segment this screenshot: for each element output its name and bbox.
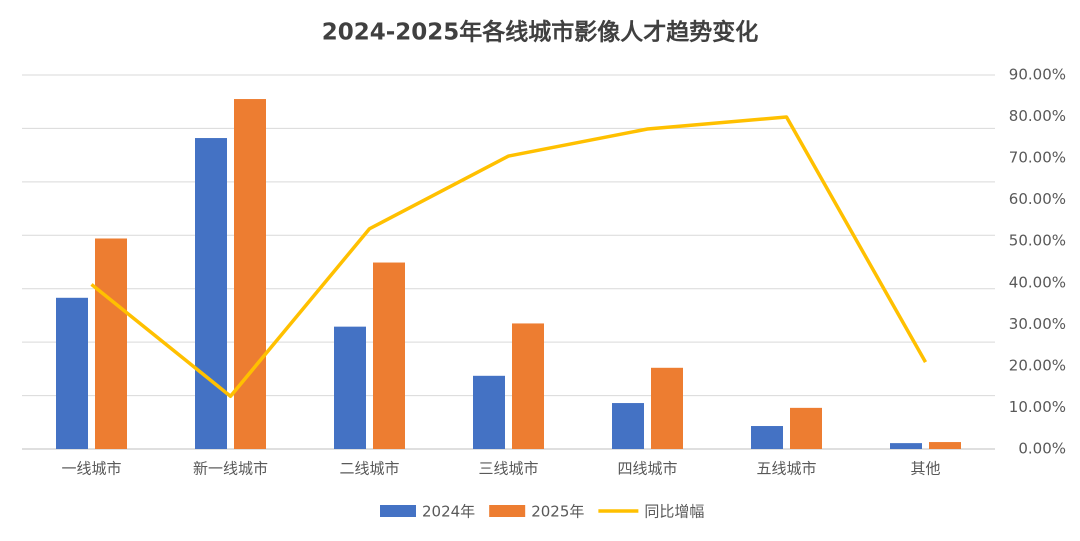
- y2-tick-label: 90.00%: [1009, 66, 1066, 84]
- bar: [473, 375, 505, 449]
- bar: [56, 297, 88, 449]
- bar: [95, 238, 127, 449]
- bar: [195, 138, 227, 449]
- y2-tick-label: 40.00%: [1009, 273, 1066, 291]
- y2-tick-label: 60.00%: [1009, 190, 1066, 208]
- legend-label: 同比增幅: [644, 503, 704, 521]
- x-tick-label: 五线城市: [756, 460, 816, 478]
- bar: [890, 443, 922, 449]
- y2-tick-label: 70.00%: [1009, 149, 1066, 167]
- bar: [334, 326, 366, 449]
- y2-tick-label: 0.00%: [1018, 440, 1066, 458]
- legend-swatch: [380, 505, 416, 517]
- legend-swatch: [489, 505, 526, 517]
- bar: [234, 99, 266, 450]
- x-tick-label: 二线城市: [339, 460, 399, 478]
- y2-tick-label: 50.00%: [1009, 232, 1066, 250]
- x-tick-label: 一线城市: [61, 460, 121, 478]
- y2-tick-label: 20.00%: [1009, 356, 1066, 374]
- bar: [929, 442, 961, 449]
- bar: [651, 367, 683, 449]
- y2-tick-label: 30.00%: [1009, 315, 1066, 333]
- x-tick-label: 新一线城市: [193, 460, 268, 478]
- legend-label: 2025年: [531, 503, 584, 521]
- bar: [751, 426, 783, 449]
- line: [90, 115, 928, 398]
- chart-title: 2024-2025年各线城市影像人才趋势变化: [322, 19, 759, 46]
- bar: [512, 323, 544, 449]
- x-tick-label: 三线城市: [478, 460, 538, 478]
- x-tick-label: 其他: [910, 460, 940, 478]
- y2-tick-label: 80.00%: [1009, 107, 1066, 125]
- legend-label: 2024年: [422, 503, 475, 521]
- bar: [612, 403, 644, 449]
- x-tick-label: 四线城市: [617, 460, 677, 478]
- bar: [373, 262, 405, 449]
- bar: [790, 407, 822, 449]
- y2-tick-label: 10.00%: [1009, 398, 1066, 416]
